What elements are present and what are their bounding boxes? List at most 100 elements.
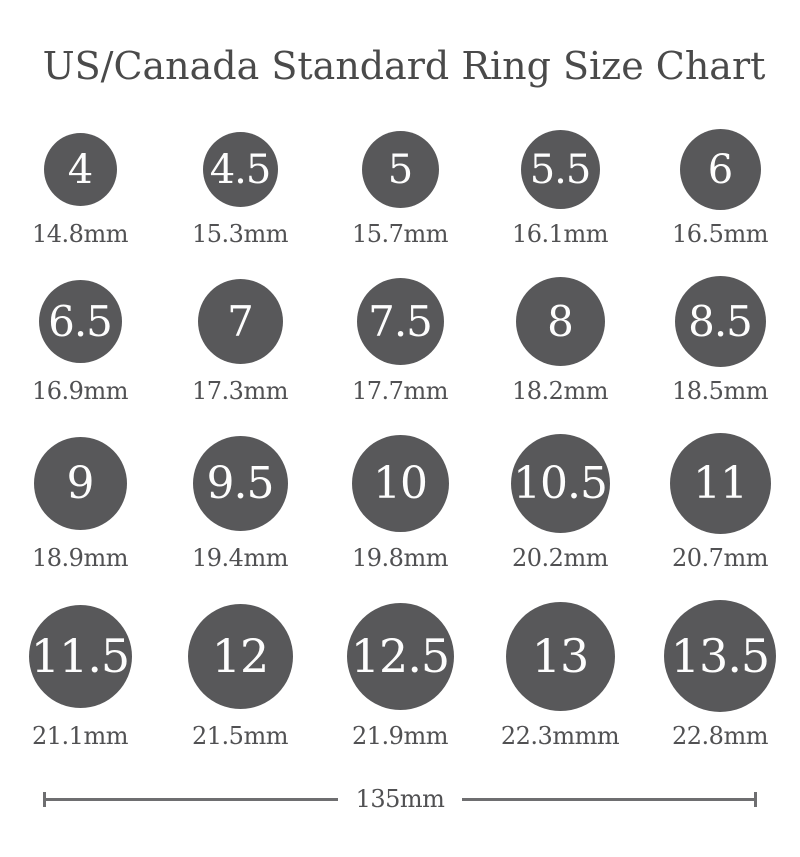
ring-size-number: 8	[547, 296, 574, 346]
ring-size-cell: 10.5 20.2mm	[480, 432, 640, 573]
ring-size-number: 7	[227, 296, 254, 346]
circle-box: 12	[187, 599, 293, 713]
ring-size-cell: 13 22.3mmm	[480, 599, 640, 751]
ring-size-circle: 12	[187, 603, 293, 709]
ring-size-number: 5	[387, 146, 413, 193]
ring-size-number: 10.5	[513, 457, 608, 509]
ring-size-circle: 5	[361, 131, 439, 208]
circle-box: 5	[361, 128, 439, 211]
ring-size-circle: 4	[43, 133, 117, 206]
diameter-label: 18.5mm	[672, 377, 768, 405]
diameter-label: 18.9mm	[32, 544, 128, 572]
ring-size-row: 11.5 21.1mm 12 21.5mm 12.5 21.9mm 13 22.3mmm 13.…	[0, 599, 800, 751]
ring-size-number: 9.5	[206, 457, 275, 509]
diameter-label: 22.8mm	[672, 722, 768, 750]
ring-size-cell: 10 19.8mm	[320, 432, 480, 573]
ring-size-cell: 6.5 16.9mm	[0, 275, 160, 406]
ring-size-circle: 9.5	[192, 436, 288, 531]
diameter-label: 22.3mmm	[500, 722, 620, 750]
ring-size-circle: 7.5	[356, 278, 444, 365]
circle-box: 8.5	[674, 275, 766, 368]
ring-size-number: 10	[373, 457, 428, 509]
diameter-label: 19.4mm	[192, 544, 288, 572]
page-title: US/Canada Standard Ring Size Chart	[42, 44, 766, 88]
diameter-label: 17.3mm	[192, 377, 288, 405]
scale-bar-right-line	[462, 797, 755, 801]
ring-size-cell: 11 20.7mm	[640, 432, 800, 573]
ring-size-circle: 8.5	[674, 276, 766, 367]
ring-size-number: 6	[707, 146, 733, 193]
circle-box: 10	[351, 432, 449, 535]
circle-box: 13	[505, 599, 615, 713]
ring-size-number: 4	[67, 146, 93, 193]
ring-size-number: 4.5	[209, 146, 272, 193]
diameter-label: 20.2mm	[512, 544, 608, 572]
diameter-label: 21.5mm	[192, 722, 288, 750]
diameter-label: 17.7mm	[352, 377, 448, 405]
ring-size-cell: 4.5 15.3mm	[160, 128, 320, 249]
circle-box: 13.5	[664, 599, 776, 713]
scale-bar-label: 135mm	[355, 785, 445, 813]
diameter-label: 15.3mm	[192, 220, 288, 248]
ring-size-cell: 8 18.2mm	[480, 275, 640, 406]
ring-size-circle: 4.5	[202, 132, 278, 207]
diameter-label: 16.9mm	[32, 377, 128, 405]
ring-size-circle: 8	[515, 277, 605, 366]
diameter-label: 20.7mm	[672, 544, 768, 572]
ring-size-number: 8.5	[688, 296, 753, 346]
ring-size-number: 12.5	[350, 629, 450, 683]
diameter-label: 14.8mm	[32, 220, 128, 248]
ring-size-cell: 4 14.8mm	[0, 128, 160, 249]
ring-size-circle: 6.5	[38, 280, 122, 363]
circle-box: 4	[43, 128, 117, 211]
diameter-label: 21.1mm	[32, 722, 128, 750]
ring-size-number: 13.5	[670, 629, 770, 683]
ring-size-cell: 5.5 16.1mm	[480, 128, 640, 249]
diameter-label: 18.2mm	[512, 377, 608, 405]
ring-size-cell: 12.5 21.9mm	[320, 599, 480, 751]
ring-size-number: 7.5	[368, 296, 433, 346]
circle-box: 4.5	[202, 128, 278, 211]
ring-size-circle: 10	[351, 435, 449, 532]
scale-bar: 135mm	[43, 785, 758, 813]
ring-size-number: 11.5	[30, 629, 130, 683]
circle-box: 12.5	[346, 599, 454, 713]
circle-box: 6.5	[38, 275, 122, 368]
circle-box: 11	[669, 432, 771, 535]
circle-box: 5.5	[520, 128, 600, 211]
scale-bar-left-cap	[43, 791, 46, 807]
ring-size-number: 13	[531, 629, 590, 683]
ring-size-circle: 11.5	[28, 604, 132, 708]
circle-box: 10.5	[510, 432, 610, 535]
diameter-label: 16.5mm	[672, 220, 768, 248]
circle-box: 7.5	[356, 275, 444, 368]
ring-size-cell: 9.5 19.4mm	[160, 432, 320, 573]
ring-size-circle: 5.5	[520, 130, 600, 209]
ring-size-cell: 6 16.5mm	[640, 128, 800, 249]
circle-box: 6	[679, 128, 761, 211]
diameter-label: 21.9mm	[352, 722, 448, 750]
ring-size-row: 9 18.9mm 9.5 19.4mm 10 19.8mm 10.5 20.2mm 11 20.7…	[0, 432, 800, 573]
ring-size-cell: 12 21.5mm	[160, 599, 320, 751]
scale-bar-left-line	[46, 797, 338, 801]
ring-size-number: 6.5	[48, 296, 113, 346]
ring-size-circle: 11	[669, 433, 771, 534]
ring-size-circle: 7	[197, 279, 283, 364]
ring-size-cell: 7.5 17.7mm	[320, 275, 480, 406]
ring-size-circle: 6	[679, 129, 761, 210]
diameter-label: 15.7mm	[352, 220, 448, 248]
diameter-label: 19.8mm	[352, 544, 448, 572]
diameter-label: 16.1mm	[512, 220, 608, 248]
ring-size-number: 5.5	[529, 146, 592, 193]
circle-box: 9.5	[192, 432, 288, 535]
circle-box: 7	[197, 275, 283, 368]
ring-size-circle: 13	[505, 601, 615, 711]
ring-size-circle: 13.5	[664, 600, 776, 712]
ring-size-circle: 12.5	[346, 602, 454, 710]
ring-size-number: 11	[693, 457, 748, 509]
ring-size-grid: 4 14.8mm 4.5 15.3mm 5 15.7mm 5.5 16.1mm 6 16.5mm 6…	[0, 128, 800, 751]
circle-box: 9	[33, 432, 127, 535]
ring-size-number: 9	[66, 457, 95, 509]
ring-size-cell: 9 18.9mm	[0, 432, 160, 573]
ring-size-cell: 5 15.7mm	[320, 128, 480, 249]
